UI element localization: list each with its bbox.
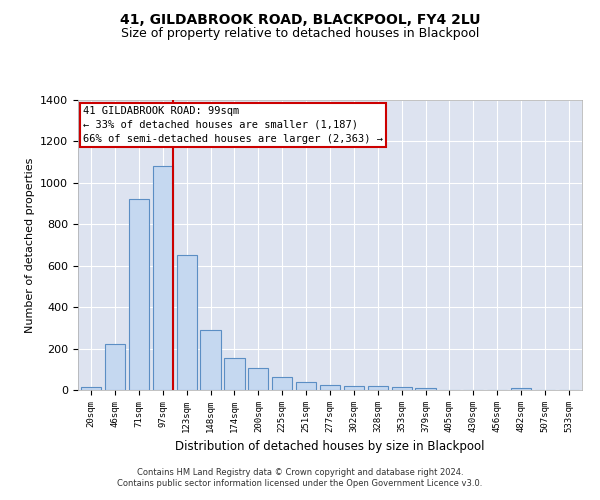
Bar: [176, 256, 197, 390]
Text: Contains HM Land Registry data © Crown copyright and database right 2024.
Contai: Contains HM Land Registry data © Crown c…: [118, 468, 482, 487]
Y-axis label: Number of detached properties: Number of detached properties: [25, 158, 35, 332]
Bar: [224, 358, 245, 390]
Bar: [415, 388, 436, 390]
Bar: [272, 376, 292, 390]
Text: 41 GILDABROOK ROAD: 99sqm
← 33% of detached houses are smaller (1,187)
66% of se: 41 GILDABROOK ROAD: 99sqm ← 33% of detac…: [83, 106, 383, 144]
Bar: [81, 387, 101, 390]
Bar: [392, 387, 412, 390]
Bar: [152, 166, 173, 390]
Bar: [320, 385, 340, 390]
Bar: [129, 200, 149, 390]
Bar: [511, 388, 531, 390]
Bar: [105, 344, 125, 390]
Text: 41, GILDABROOK ROAD, BLACKPOOL, FY4 2LU: 41, GILDABROOK ROAD, BLACKPOOL, FY4 2LU: [120, 12, 480, 26]
Bar: [368, 386, 388, 390]
Bar: [296, 382, 316, 390]
X-axis label: Distribution of detached houses by size in Blackpool: Distribution of detached houses by size …: [175, 440, 485, 454]
Bar: [344, 386, 364, 390]
Bar: [248, 368, 268, 390]
Bar: [200, 330, 221, 390]
Text: Size of property relative to detached houses in Blackpool: Size of property relative to detached ho…: [121, 28, 479, 40]
